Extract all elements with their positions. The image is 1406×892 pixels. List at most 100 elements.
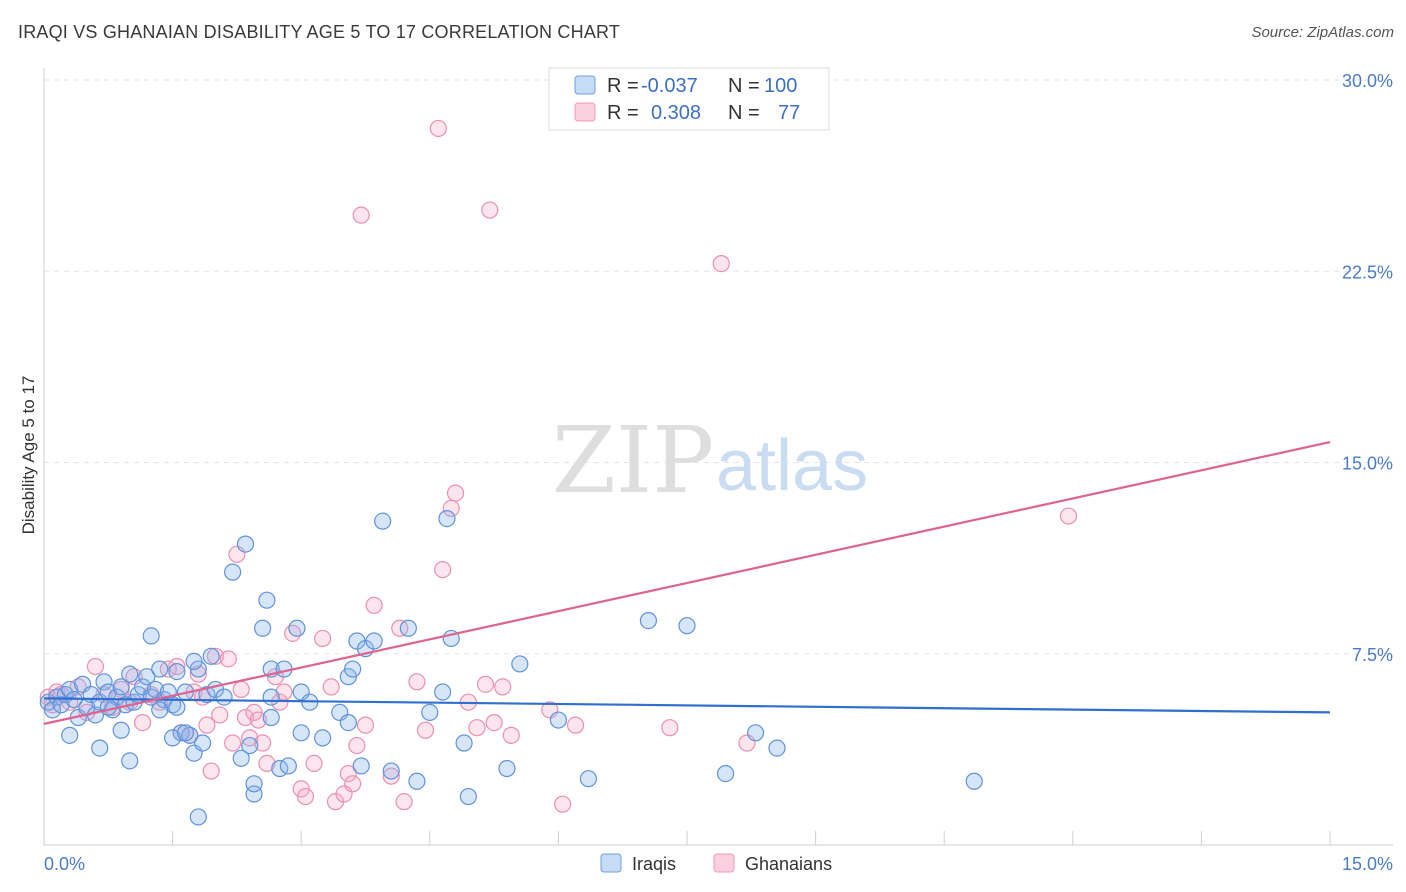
iraqis-point xyxy=(215,688,233,706)
iraqis-point xyxy=(511,655,529,673)
legend-r-value: -0.037 xyxy=(641,75,698,97)
iraqis-point xyxy=(91,739,109,757)
iraqis-point xyxy=(438,509,456,528)
source-label: Source: ZipAtlas.com xyxy=(1251,24,1394,41)
legend-r-value: 0.308 xyxy=(651,102,701,124)
iraqis-point xyxy=(339,713,357,732)
iraqis-trend-line xyxy=(43,697,1331,714)
iraqis-point xyxy=(678,617,696,635)
legend-bottom-label-iraqis: Iraqis xyxy=(632,854,676,874)
iraqis-point xyxy=(421,703,439,722)
iraqis-point xyxy=(245,785,263,803)
chart-title: IRAQI VS GHANAIAN DISABILITY AGE 5 TO 17… xyxy=(18,22,621,42)
ghanaians-point xyxy=(189,665,207,683)
iraqis-point xyxy=(189,808,207,826)
iraqis-point xyxy=(194,734,212,752)
trend-lines xyxy=(43,441,1331,725)
iraqis-point xyxy=(292,724,310,742)
y-tick-labels: 7.5% 15.0% 22.5% 30.0% xyxy=(1342,71,1393,665)
ghanaians-point xyxy=(254,734,272,752)
x-tick-labels: 0.0% 15.0% xyxy=(44,854,1393,874)
iraqis-point xyxy=(374,512,392,530)
gridlines xyxy=(44,79,1393,655)
legend-n-value: 100 xyxy=(764,75,797,97)
axes xyxy=(43,68,1393,846)
ghanaians-point xyxy=(408,673,426,691)
legend-n-value: 77 xyxy=(778,102,800,124)
ghanaians-point xyxy=(339,764,357,783)
ghanaians-point xyxy=(434,560,452,579)
watermark-zip: ZIP xyxy=(552,407,714,514)
ghanaians-point xyxy=(382,767,400,785)
iraqis-point xyxy=(459,787,477,806)
ghanaians-point xyxy=(236,708,255,727)
legend-bottom-swatch-ghanaians xyxy=(713,853,735,873)
iraqis-point xyxy=(202,647,220,665)
ghanaians-point xyxy=(365,596,383,614)
iraqis-point xyxy=(138,668,156,686)
ghanaians-point xyxy=(211,706,229,724)
iraqis-point xyxy=(43,701,62,719)
ghanaians-point xyxy=(314,629,332,648)
iraqis-point xyxy=(151,660,169,678)
legend-bottom: Iraqis Ghanaians xyxy=(600,853,832,874)
ghanaians-point xyxy=(481,201,499,219)
iraqis-point xyxy=(549,711,568,729)
iraqis-point xyxy=(344,660,362,678)
legend-n-label: N = xyxy=(728,75,760,97)
iraqis-point xyxy=(168,662,186,681)
ghanaians-trend-line xyxy=(43,441,1331,725)
ghanaians-point xyxy=(322,678,340,696)
ghanaians-point xyxy=(446,484,465,502)
iraqis-point xyxy=(241,736,259,755)
legend-top: R = -0.037 N = 100 R = 0.308 N = 77 xyxy=(548,67,830,131)
ghanaians-point xyxy=(348,736,366,755)
iraqis-point xyxy=(352,757,370,775)
ghanaians-point xyxy=(1059,507,1078,525)
ghanaians-point xyxy=(206,647,225,665)
iraqis-point xyxy=(408,772,426,790)
ghanaians-point xyxy=(712,255,730,273)
iraqis-point xyxy=(151,701,169,719)
x-tick-label-min: 0.0% xyxy=(44,854,85,874)
ghanaians-point xyxy=(232,680,250,699)
legend-box xyxy=(548,67,830,131)
ghanaians-point xyxy=(258,754,276,773)
ghanaians-point xyxy=(86,657,105,676)
y-axis-label: Disability Age 5 to 17 xyxy=(19,376,38,535)
ghanaians-point xyxy=(198,716,216,734)
iraqis-point xyxy=(99,698,117,716)
y-tick-label: 22.5% xyxy=(1342,262,1393,282)
ghanaians-point xyxy=(429,119,447,138)
iraqis-point xyxy=(399,619,417,637)
ghanaians-point xyxy=(566,716,585,734)
ghanaians-point xyxy=(133,713,152,732)
iraqis-point xyxy=(498,759,516,778)
ghanaians-point xyxy=(168,657,186,676)
ghanaians-point xyxy=(476,675,495,693)
iraqis-point xyxy=(176,724,195,742)
iraqis-point xyxy=(258,591,276,609)
iraqis-point xyxy=(365,632,383,650)
legend-r-label: R = xyxy=(607,102,639,124)
watermark: ZIP atlas xyxy=(552,407,868,514)
ghanaians-point xyxy=(344,775,362,793)
iraqis-point xyxy=(262,708,280,727)
iraqis-point xyxy=(121,665,139,683)
iraqis-point xyxy=(52,696,70,714)
iraqis-point xyxy=(768,739,786,757)
legend-bottom-label-ghanaians: Ghanaians xyxy=(745,854,832,874)
iraqis-point xyxy=(288,619,306,637)
iraqis-point xyxy=(382,762,400,780)
y-tick-label: 7.5% xyxy=(1352,645,1393,665)
legend-swatch-ghanaians xyxy=(574,102,596,122)
ghanaians-point xyxy=(395,793,413,811)
legend-r-label: R = xyxy=(607,75,639,97)
ghanaians-point xyxy=(661,719,679,737)
iraqis-point xyxy=(61,680,79,699)
iraqis-point xyxy=(279,757,297,775)
iraqis-point xyxy=(314,729,332,747)
iraqis-point xyxy=(254,619,272,637)
iraqis-point xyxy=(224,563,242,581)
iraqis-point xyxy=(245,775,263,793)
